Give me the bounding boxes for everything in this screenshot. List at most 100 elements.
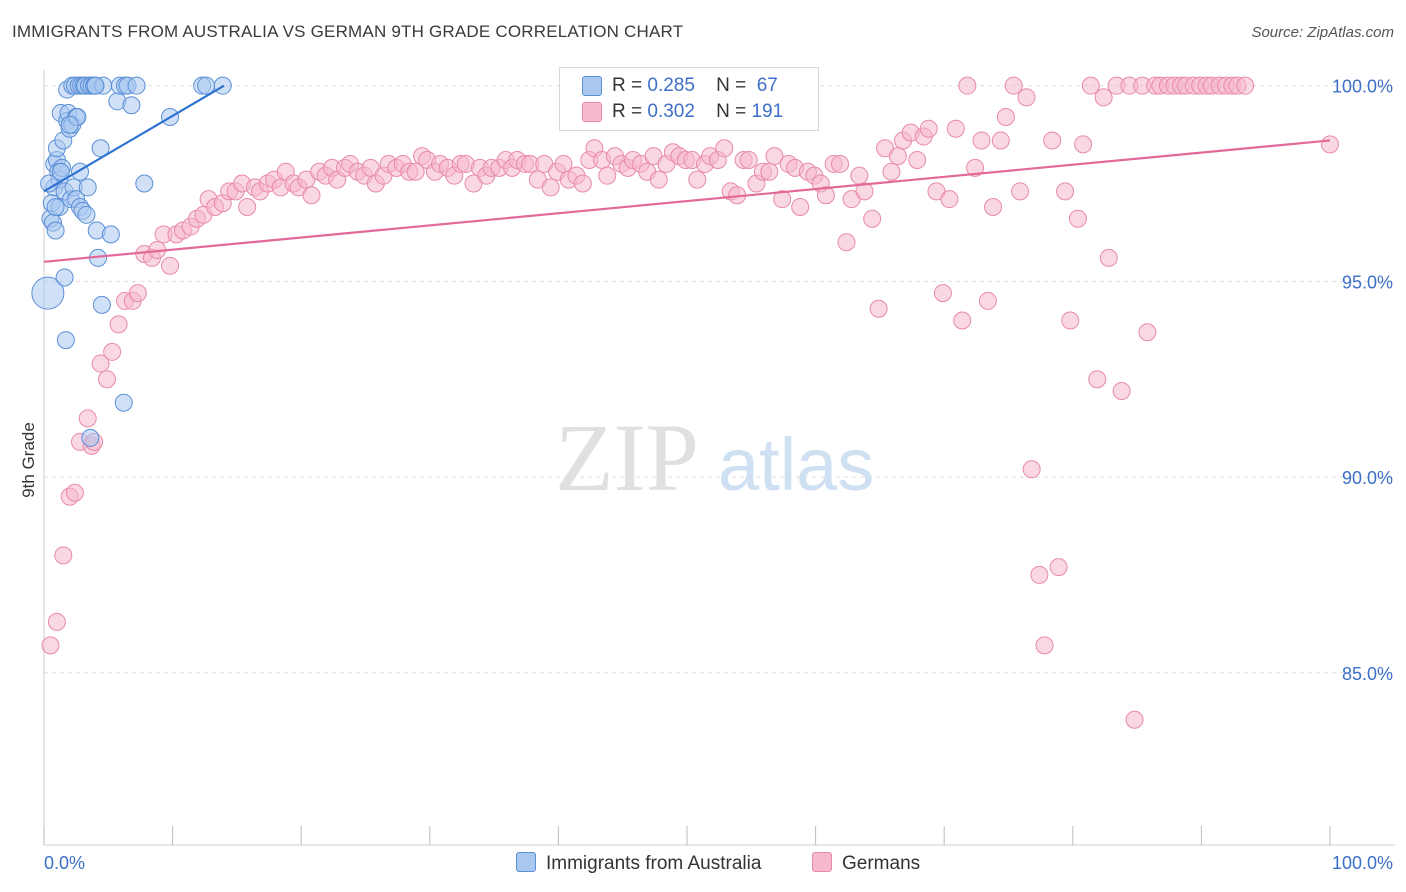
legend-n-label: N =	[716, 75, 747, 96]
germans-point	[831, 154, 850, 173]
germans-point	[933, 284, 952, 303]
y-tick-label: 90.0%	[1342, 468, 1393, 488]
germans-point	[1017, 88, 1036, 107]
germans-point	[1049, 558, 1068, 577]
germans-point	[966, 158, 985, 177]
germans-point	[791, 197, 810, 216]
bottom-legend-label-blue: Immigrants from Australia	[546, 853, 762, 874]
germans-point	[541, 178, 560, 197]
germans-point	[869, 299, 888, 318]
australia-point	[56, 331, 75, 350]
legend-row-blue: R = 0.285 N = 67	[582, 75, 778, 99]
legend-r-label: R =	[612, 75, 643, 96]
australia-point	[46, 221, 65, 240]
australia-point	[77, 205, 96, 224]
germans-point	[863, 209, 882, 228]
germans-point	[1321, 135, 1339, 154]
germans-point	[1094, 88, 1113, 107]
germans-point	[573, 174, 592, 193]
chart-title: IMMIGRANTS FROM AUSTRALIA VS GERMAN 9TH …	[12, 22, 684, 41]
germans-point	[996, 107, 1015, 126]
germans-point	[598, 166, 617, 185]
germans-point	[47, 612, 66, 631]
germans-point	[837, 233, 856, 252]
germans-point	[816, 186, 835, 205]
germans-point	[109, 315, 128, 334]
watermark-atlas: atlas	[718, 423, 874, 506]
australia-point	[122, 96, 141, 115]
legend-r-value-pink: 0.302	[647, 101, 695, 122]
bottom-legend-swatch-pink	[812, 852, 832, 872]
germans-point	[739, 151, 758, 170]
australia-point	[101, 225, 120, 244]
germans-point	[991, 131, 1010, 150]
germans-point	[972, 131, 991, 150]
germans-point	[41, 636, 60, 655]
germans-point	[760, 162, 779, 181]
legend-n-value-pink: 191	[751, 101, 784, 122]
bottom-legend-label-pink: Germans	[842, 853, 921, 874]
trend-lines	[43, 84, 1331, 263]
australia-point	[31, 276, 65, 310]
germans-point	[65, 483, 84, 502]
germans-point	[1030, 565, 1049, 584]
australia-point	[91, 139, 110, 158]
germans-point	[715, 139, 734, 158]
germans-point	[1099, 248, 1118, 267]
watermark-zip: ZIP	[555, 404, 699, 511]
australia-point	[78, 178, 97, 197]
australia-point	[86, 76, 105, 95]
germans-point	[1056, 182, 1075, 201]
australia-point	[127, 76, 146, 95]
germans-point	[1138, 323, 1157, 342]
germans-point	[882, 162, 901, 181]
source-label: Source: ZipAtlas.com	[1251, 24, 1394, 41]
germans-point	[1112, 381, 1131, 400]
germans-point	[953, 311, 972, 330]
australia-point	[46, 197, 65, 216]
germans-point	[302, 186, 321, 205]
watermark: ZIP atlas	[555, 404, 874, 511]
germans-point	[1081, 76, 1100, 95]
x-tick-label-min: 0.0%	[44, 853, 85, 873]
germans-point	[1035, 636, 1054, 655]
germans-point	[1004, 76, 1023, 95]
germans-point	[908, 151, 927, 170]
germans-point	[1061, 311, 1080, 330]
germans-point	[98, 370, 117, 389]
grid-lines	[44, 85, 1395, 674]
australia-point	[114, 393, 133, 412]
germans-point	[1088, 370, 1107, 389]
germans-point	[649, 170, 668, 189]
germans-point	[128, 284, 147, 303]
germans-points	[41, 76, 1339, 729]
bottom-legend-swatch-blue	[516, 852, 536, 872]
germans-point	[1074, 135, 1093, 154]
australia-point	[60, 115, 79, 134]
australia-point	[135, 174, 154, 193]
y-tick-label: 100.0%	[1332, 77, 1393, 97]
australia-trend-line	[43, 84, 225, 193]
legend-swatch-pink	[582, 101, 602, 122]
germans-point	[554, 154, 573, 173]
germans-point	[1011, 182, 1030, 201]
germans-point	[1022, 460, 1041, 479]
germans-point	[773, 190, 792, 209]
germans-point	[888, 147, 907, 166]
germans-point	[54, 546, 73, 565]
x-tick-label-max: 100.0%	[1332, 853, 1393, 873]
germans-point	[946, 119, 965, 138]
germans-point	[1068, 209, 1087, 228]
germans-point	[78, 409, 97, 428]
germans-point	[850, 166, 869, 185]
y-tick-label: 85.0%	[1342, 664, 1393, 684]
tick-labels: 100.0% 95.0% 90.0% 85.0% 0.0% 100.0%	[44, 77, 1393, 873]
germans-point	[688, 170, 707, 189]
germans-trend-line	[43, 139, 1331, 263]
germans-point	[919, 119, 938, 138]
germans-point	[406, 162, 425, 181]
legend-row-pink: R = 0.302 N = 191	[582, 101, 783, 125]
australia-point	[81, 428, 100, 447]
germans-point	[238, 197, 257, 216]
y-axis-label: 9th Grade	[19, 422, 38, 498]
